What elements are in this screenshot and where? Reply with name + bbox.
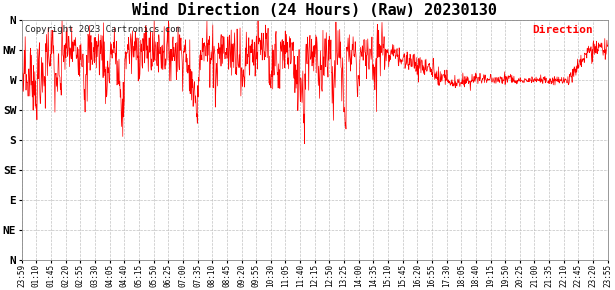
- Text: Copyright 2023 Cartronics.com: Copyright 2023 Cartronics.com: [25, 25, 181, 34]
- Text: Direction: Direction: [533, 25, 593, 35]
- Title: Wind Direction (24 Hours) (Raw) 20230130: Wind Direction (24 Hours) (Raw) 20230130: [132, 3, 498, 18]
